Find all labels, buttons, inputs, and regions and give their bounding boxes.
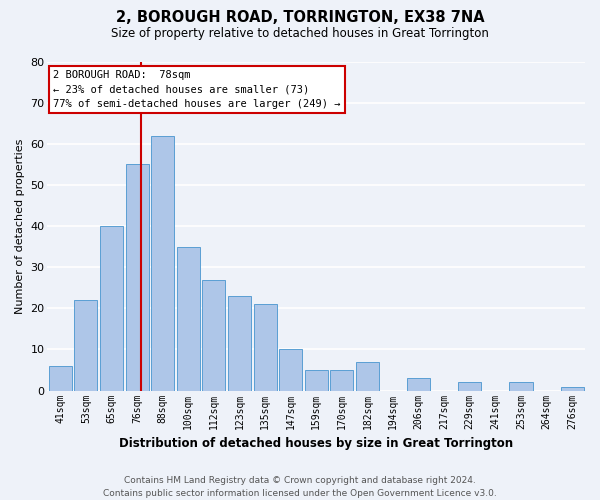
Bar <box>305 370 328 390</box>
Bar <box>100 226 123 390</box>
Bar <box>407 378 430 390</box>
X-axis label: Distribution of detached houses by size in Great Torrington: Distribution of detached houses by size … <box>119 437 513 450</box>
Bar <box>254 304 277 390</box>
Text: 2, BOROUGH ROAD, TORRINGTON, EX38 7NA: 2, BOROUGH ROAD, TORRINGTON, EX38 7NA <box>116 10 484 25</box>
Bar <box>458 382 481 390</box>
Bar <box>74 300 97 390</box>
Bar <box>202 280 226 390</box>
Bar <box>560 386 584 390</box>
Bar <box>49 366 72 390</box>
Bar <box>151 136 174 390</box>
Bar <box>125 164 149 390</box>
Bar <box>177 246 200 390</box>
Text: Contains HM Land Registry data © Crown copyright and database right 2024.
Contai: Contains HM Land Registry data © Crown c… <box>103 476 497 498</box>
Text: 2 BOROUGH ROAD:  78sqm
← 23% of detached houses are smaller (73)
77% of semi-det: 2 BOROUGH ROAD: 78sqm ← 23% of detached … <box>53 70 340 110</box>
Bar <box>331 370 353 390</box>
Y-axis label: Number of detached properties: Number of detached properties <box>15 138 25 314</box>
Bar <box>279 350 302 391</box>
Bar <box>228 296 251 390</box>
Text: Size of property relative to detached houses in Great Torrington: Size of property relative to detached ho… <box>111 28 489 40</box>
Bar <box>509 382 533 390</box>
Bar <box>356 362 379 390</box>
